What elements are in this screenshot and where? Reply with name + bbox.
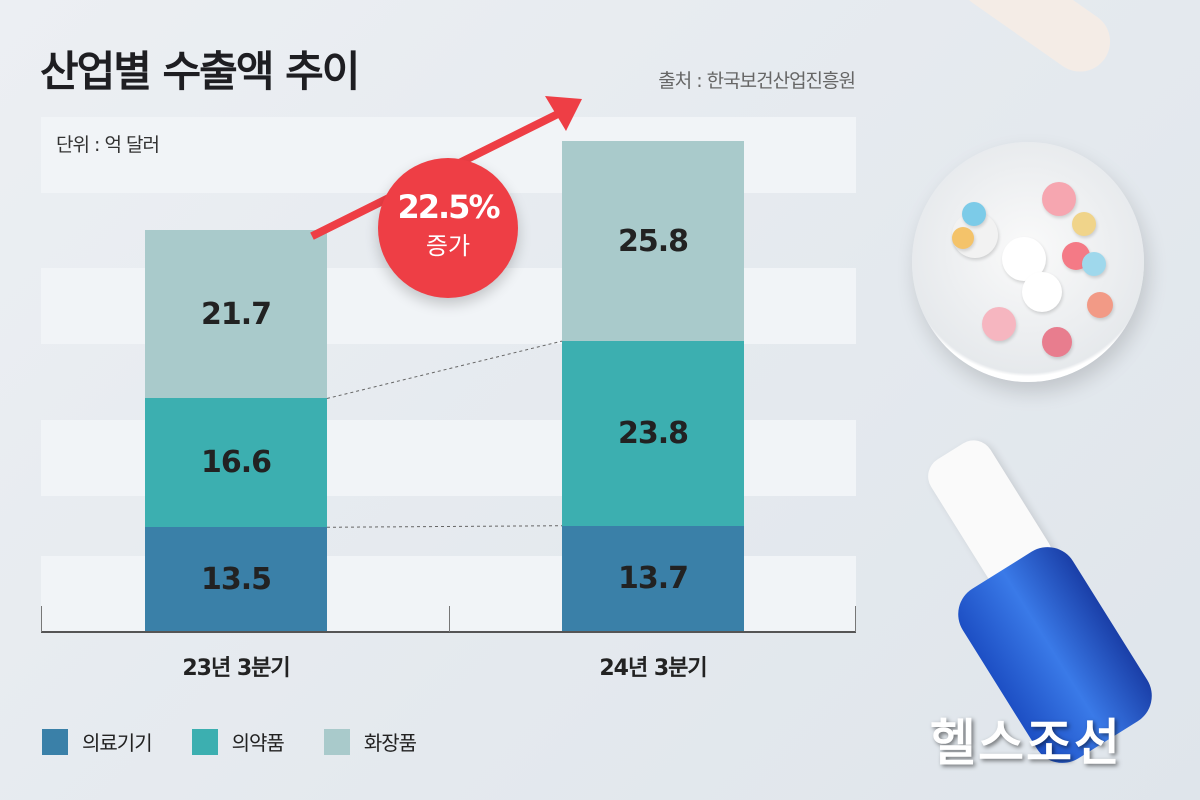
growth-badge: 22.5% 증가 (378, 158, 518, 298)
data-label: 13.5 (200, 562, 272, 598)
growth-label: 증가 (425, 232, 471, 260)
legend: 의료기기 의약품 화장품 (42, 727, 417, 756)
bar-segment-의약품: 16.6 (145, 398, 327, 528)
data-label: 23.8 (617, 415, 689, 451)
pill-decoration (1022, 272, 1062, 312)
brand-logo: 헬스조선 (930, 714, 1122, 772)
data-label: 25.8 (617, 223, 689, 259)
legend-item: 화장품 (323, 727, 417, 756)
legend-item: 의약품 (191, 727, 285, 756)
arrow-head-icon (545, 95, 582, 131)
bar-segment-화장품: 21.7 (145, 230, 327, 399)
x-tick (449, 606, 450, 632)
data-label: 21.7 (200, 296, 272, 332)
bar-segment-의료기기: 13.7 (562, 525, 744, 632)
connector-line (326, 340, 563, 399)
legend-label: 의료기기 (82, 731, 153, 755)
legend-label: 화장품 (363, 731, 417, 755)
pill-decoration (1082, 252, 1106, 276)
pill-decoration (1087, 292, 1113, 318)
pill-decoration (1042, 327, 1072, 357)
x-tick-label: 24년 3분기 (599, 656, 707, 681)
legend-label: 의약품 (231, 731, 285, 755)
legend-swatch (42, 728, 68, 755)
bar-segment-화장품: 25.8 (562, 140, 744, 342)
pill-decoration (982, 307, 1016, 341)
pill-decoration (962, 202, 986, 226)
pill-bowl-image (912, 142, 1144, 382)
connector-line (326, 525, 563, 528)
x-tick-label: 23년 3분기 (182, 656, 290, 681)
bar-segment-의료기기: 13.5 (145, 527, 327, 632)
pill-decoration (1042, 182, 1076, 216)
data-label: 16.6 (200, 445, 272, 481)
chart-title: 산업별 수출액 추이 (40, 47, 360, 96)
growth-value: 22.5% (397, 188, 500, 226)
x-tick (41, 606, 42, 632)
pill-decoration (952, 227, 974, 249)
source-text: 출처 : 한국보건산업진흥원 (658, 70, 856, 92)
legend-swatch (191, 728, 218, 755)
legend-item: 의료기기 (42, 727, 153, 756)
x-tick (855, 606, 856, 632)
pill-decoration (1072, 212, 1096, 236)
bar-segment-의약품: 23.8 (562, 341, 744, 526)
legend-swatch (323, 728, 350, 755)
unit-label: 단위 : 억 달러 (56, 134, 160, 156)
data-label: 13.7 (617, 561, 689, 597)
x-axis (41, 631, 856, 633)
